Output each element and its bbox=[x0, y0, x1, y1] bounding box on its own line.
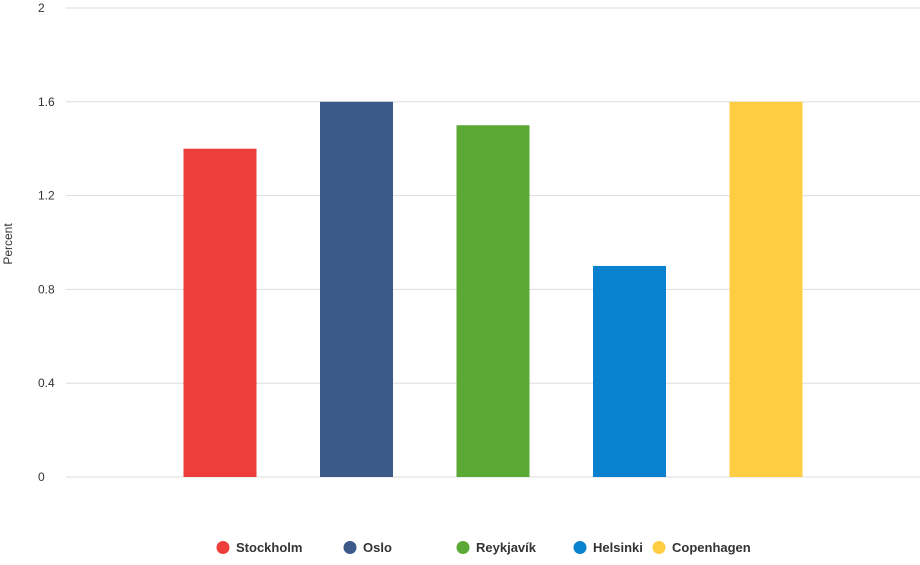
y-tick-label: 2 bbox=[38, 1, 45, 15]
legend-item[interactable]: Stockholm bbox=[216, 540, 303, 555]
legend-marker bbox=[456, 541, 470, 554]
bar-reykjav-k[interactable] bbox=[456, 125, 530, 477]
bar-stockholm[interactable] bbox=[183, 148, 257, 477]
y-tick-label: 1.2 bbox=[38, 189, 55, 203]
y-axis-title: Percent bbox=[1, 223, 15, 265]
legend-item[interactable]: Oslo bbox=[343, 540, 392, 555]
bars bbox=[183, 101, 803, 478]
legend-marker bbox=[343, 541, 357, 554]
legend-label: Helsinki bbox=[593, 540, 643, 555]
bar-helsinki[interactable] bbox=[593, 265, 666, 477]
y-tick-label: 0 bbox=[38, 470, 45, 484]
bar-copenhagen[interactable] bbox=[729, 101, 803, 478]
legend-label: Copenhagen bbox=[672, 540, 751, 555]
legend-label: Stockholm bbox=[236, 540, 302, 555]
legend-item[interactable]: Reykjavík bbox=[456, 540, 537, 555]
bar-oslo[interactable] bbox=[320, 101, 393, 478]
y-tick-label: 0.4 bbox=[38, 376, 55, 390]
legend[interactable]: Stockholm Oslo Reykjavík Helsinki Copenhagen bbox=[216, 540, 751, 555]
y-tick-label: 1.6 bbox=[38, 95, 55, 109]
legend-marker bbox=[573, 541, 587, 554]
legend-marker bbox=[652, 541, 666, 554]
y-tick-label: 0.8 bbox=[38, 282, 55, 296]
y-axis-ticks: 0 0.4 0.8 1.2 1.6 2 bbox=[38, 1, 55, 484]
legend-label: Oslo bbox=[363, 540, 392, 555]
legend-item[interactable]: Helsinki bbox=[573, 540, 643, 555]
legend-item[interactable]: Copenhagen bbox=[652, 540, 751, 555]
legend-marker bbox=[216, 541, 230, 554]
legend-label: Reykjavík bbox=[476, 540, 537, 555]
